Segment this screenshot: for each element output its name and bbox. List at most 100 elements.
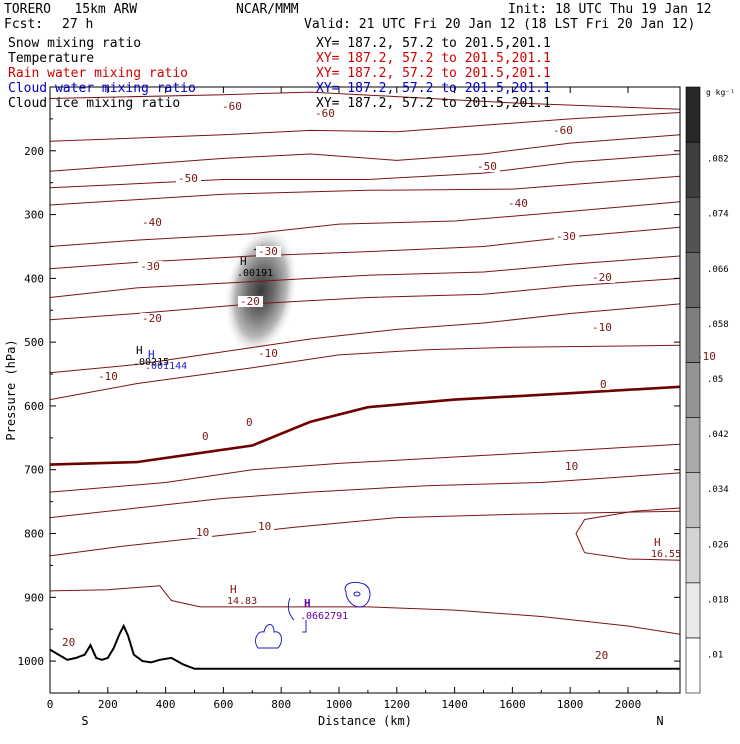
isotherm-label-8: -30 xyxy=(140,260,160,273)
field-xy-cloud-ice: XY= 187.2, 57.2 to 201.5,201.1 xyxy=(316,96,551,111)
isotherm-label-bg-24 xyxy=(593,650,611,661)
colorbar-tick-4: .042 xyxy=(707,430,729,440)
isotherm-label-bg-2 xyxy=(551,125,576,136)
colorbar-tick-6: .058 xyxy=(707,320,729,330)
isotherm-label-2: -60 xyxy=(553,124,573,137)
colorbar-swatch-10 xyxy=(685,86,701,143)
colorbar-swatch-1 xyxy=(685,582,701,639)
x-tick-label-1: 200 xyxy=(98,698,118,711)
isotherm-12 xyxy=(49,472,681,519)
isotherm-20 xyxy=(49,585,681,635)
snow-mixing-ratio-fill xyxy=(223,225,299,357)
forecast-label: Fcst: xyxy=(4,17,44,32)
isotherm-label-3: -50 xyxy=(178,172,198,185)
y-tick-label-0: 200 xyxy=(24,145,44,158)
isotherm-label-bg-10 xyxy=(238,296,263,307)
colorbar-tick-2: .026 xyxy=(707,540,729,550)
x-tick-label-5: 1000 xyxy=(326,698,353,711)
isotherm-13 xyxy=(49,510,681,557)
field-xy-cloud-water: XY= 187.2, 57.2 to 201.5,201.1 xyxy=(316,81,551,96)
init-time: Init: 18 UTC Thu 19 Jan 12 xyxy=(508,2,712,17)
isotherm-label-bg-3 xyxy=(176,173,201,184)
y-tick-label-8: 1000 xyxy=(18,655,45,668)
snow-max-value: .00191 xyxy=(237,268,273,279)
isotherm-label-0: -60 xyxy=(222,100,242,113)
ice-max-value: .00215 xyxy=(133,357,169,368)
isotherm-label-bg-19 xyxy=(598,379,609,390)
colorbar-tick-9: .082 xyxy=(707,155,729,165)
isotherm-label-10: -20 xyxy=(240,295,260,308)
colorbar-swatch-4 xyxy=(685,417,701,473)
isotherm-label-bg-0 xyxy=(220,101,245,112)
isotherm-label-bg-18 xyxy=(244,417,255,428)
isotherm-label-bg-7 xyxy=(256,246,281,257)
y-tick-label-6: 800 xyxy=(24,528,44,541)
colorbar-tick-8: .074 xyxy=(707,210,729,220)
isotherm-label-7: -30 xyxy=(258,245,278,258)
isotherm-label-13: -10 xyxy=(258,347,278,360)
isotherm-5 xyxy=(49,201,681,247)
y-tick-label-1: 300 xyxy=(24,209,44,222)
colorbar-swatch-7 xyxy=(685,251,701,308)
isotherm-label-22: 10 xyxy=(565,460,578,473)
field-name-cloud-water: Cloud water mixing ratio xyxy=(8,81,196,96)
x-tick-label-0: 0 xyxy=(47,698,54,711)
isotherm-label-bg-5 xyxy=(140,217,165,228)
isotherm-4 xyxy=(49,175,681,206)
y-tick-label-3: 500 xyxy=(24,336,44,349)
colorbar-swatch-2 xyxy=(685,527,701,584)
x-start-label: S xyxy=(81,714,88,728)
isotherm-label-5: -40 xyxy=(142,216,162,229)
isotherm-label-23: 20 xyxy=(62,636,75,649)
isotherm-label-9: -30 xyxy=(556,230,576,243)
isotherm-label-19: 0 xyxy=(600,378,607,391)
isotherm-label-24: 20 xyxy=(595,649,608,662)
y-tick-label-7: 900 xyxy=(24,591,44,604)
warm-max-value: 16.55 xyxy=(651,549,681,560)
colorbar-tick-0: .01 xyxy=(707,650,723,660)
isotherm-10 xyxy=(49,344,681,401)
cloud-water-contour-e xyxy=(353,591,361,597)
isotherm-label-bg-11 xyxy=(140,313,165,324)
colorbar-tick-3: .034 xyxy=(707,485,729,495)
isotherm-label-bg-1 xyxy=(313,108,338,119)
isotherm-label-21: 10 xyxy=(258,520,271,533)
y-tick-label-2: 400 xyxy=(24,272,44,285)
cloud-water-contour-b xyxy=(287,597,295,621)
isotherm-label-bg-13 xyxy=(256,348,281,359)
isotherm-11 xyxy=(49,443,681,493)
isotherm-label-bg-23 xyxy=(60,637,78,648)
isotherm-label-12: -20 xyxy=(592,271,612,284)
field-name-cloud-ice: Cloud ice mixing ratio xyxy=(8,96,181,111)
isotherm-1 xyxy=(49,112,681,142)
x-tick-label-2: 400 xyxy=(156,698,176,711)
colorbar-swatch-8 xyxy=(685,196,701,253)
x-end-label: N xyxy=(656,714,663,728)
isotherm-label-bg-21 xyxy=(256,521,274,532)
colorbar-swatch-9 xyxy=(685,141,701,198)
colorbar-tick-7: .066 xyxy=(707,265,729,275)
isotherm-label-bg-15 xyxy=(590,322,615,333)
x-tick-label-9: 1800 xyxy=(557,698,584,711)
isotherm-label-bg-14 xyxy=(96,371,121,382)
y-tick-label-4: 600 xyxy=(24,400,44,413)
isotherm-label-18: 0 xyxy=(246,416,253,429)
isotherm-label-15: -10 xyxy=(592,321,612,334)
isotherm-label-bg-4 xyxy=(475,161,500,172)
model-title: TORERO 15km ARW xyxy=(4,2,138,17)
colorbar-swatch-0 xyxy=(685,637,701,694)
field-name-temperature: Temperature xyxy=(8,51,95,66)
x-tick-label-8: 1600 xyxy=(499,698,526,711)
ice-max-h: H xyxy=(136,344,143,357)
warm-max-h: H xyxy=(654,536,661,549)
isotherm-8 xyxy=(49,277,681,321)
high-a-h: H xyxy=(230,583,237,596)
field-name-rain: Rain water mixing ratio xyxy=(8,66,189,81)
isotherm-label-bg-6 xyxy=(506,198,531,209)
isotherm-label-bg-20 xyxy=(194,527,212,538)
isotherm-0 xyxy=(49,91,681,110)
isotherm-label-bg-17 xyxy=(200,431,211,442)
y-tick-label-5: 700 xyxy=(24,464,44,477)
colorbar-swatch-5 xyxy=(685,362,701,418)
